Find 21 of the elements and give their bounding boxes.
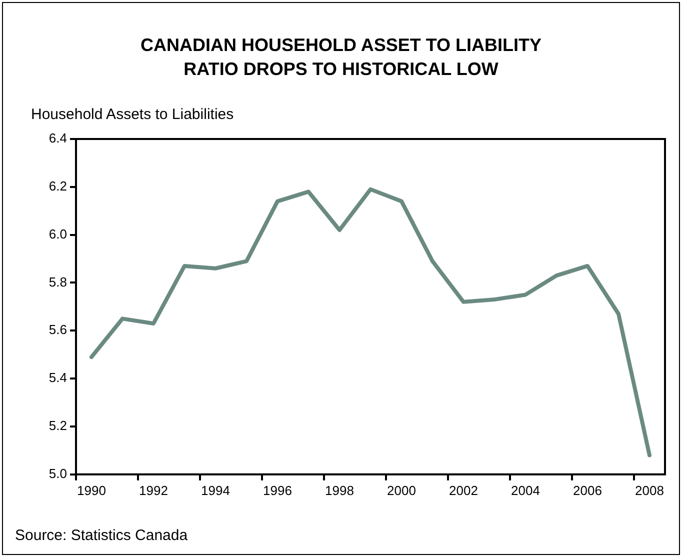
chart-title: CANADIAN HOUSEHOLD ASSET TO LIABILITY RATIO DROPS TO HISTORICAL LOW [139, 34, 542, 81]
y-tick-label: 6.2 [48, 178, 67, 194]
x-tick-label: 1998 [325, 482, 354, 498]
x-tick-label: 1990 [77, 482, 106, 498]
y-tick-label: 5.6 [48, 322, 67, 338]
y-tick-label: 6.4 [48, 130, 67, 146]
x-tick-label: 2000 [387, 482, 416, 498]
y-tick-label: 6.0 [48, 226, 67, 242]
y-tick-label: 5.2 [48, 418, 67, 434]
y-tick-label: 5.8 [48, 274, 67, 290]
x-tick-label: 2006 [573, 482, 602, 498]
x-tick-label: 1992 [139, 482, 168, 498]
y-tick-label: 5.0 [48, 466, 67, 481]
y-tick-label: 5.4 [48, 370, 67, 386]
x-tick-label: 2008 [635, 482, 664, 498]
x-tick-label: 1994 [201, 482, 230, 498]
y-axis-title: Household Assets to Liabilities [31, 106, 234, 123]
x-tick-label: 2002 [449, 482, 478, 498]
x-tick-label: 1996 [263, 482, 292, 498]
x-tick-label: 2004 [511, 482, 540, 498]
source-note: Source: Statistics Canada [15, 527, 188, 544]
